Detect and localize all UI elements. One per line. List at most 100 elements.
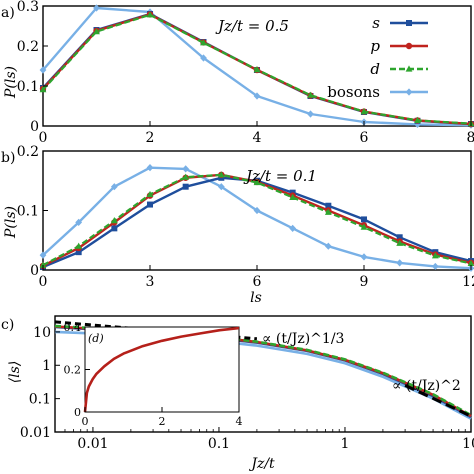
ref-line-label-1: ∝ (t/Jz)^1/3 [262,331,344,347]
data-point-a-bosons [253,92,261,100]
data-point-b-bosons [146,164,154,172]
data-point-a-bosons [39,66,47,74]
data-point-b-d [146,190,154,198]
panel-b-annotation: Jz/t = 0.1 [243,167,317,185]
data-point-b-d [253,178,261,186]
panel-c-tag: c) [1,317,14,333]
data-point-b-d [396,239,404,246]
data-point-a-d [253,66,261,73]
data-point-b-s [111,225,118,232]
x-tick-label: 6 [253,274,262,290]
data-point-b-s [361,216,367,223]
data-point-b-d [39,261,47,268]
x-tick-label: 10 [462,436,474,452]
legend-marker-bosons [405,88,413,96]
panel-b-ylabel: P(ls) [3,206,19,239]
data-point-a-d [307,91,314,98]
y-tick-label: 0 [30,119,39,135]
x-tick-label: 3 [146,274,155,290]
data-point-b-d [217,171,225,178]
ref-line-label-2: ∝ (t/Jz)^2 [392,378,461,394]
panel-a-ticks: 0 2 4 6 8 0 0.1 0.2 0.3 [17,0,474,146]
data-point-a-bosons [414,120,421,128]
panel-b: 0 3 6 9 12 0 0.1 0.2 b) P(ls) Jz/t = 0.1 ls [1,144,474,306]
x-tick-label: 2 [159,415,166,428]
x-tick-label: 9 [360,274,369,290]
x-tick-label: 0 [39,274,48,290]
x-tick-label: 8 [467,130,474,146]
x-tick-label: 4 [236,415,243,428]
y-tick-label: 0.2 [17,39,39,55]
data-point-b-s [147,201,153,208]
inset-d: 0 2 4 0 0.2 0.4 (d) [64,321,243,428]
inset-tag: (d) [88,332,104,345]
data-point-a-d [39,86,47,93]
data-point-a-d [93,28,100,35]
y-tick-label: 0.2 [17,144,39,160]
data-point-a-bosons [307,110,314,118]
legend: spd bosons [327,14,428,101]
x-tick-label: 2 [146,130,155,146]
panel-c-frame [54,315,472,433]
data-point-b-d [324,208,332,215]
data-point-b-d [467,259,474,267]
series-line-b-s [42,176,472,269]
panel-b-tag: b) [1,150,15,166]
x-tick-label: 4 [253,130,262,146]
panel-b-ticks: 0 3 6 9 12 0 0.1 0.2 [17,144,474,290]
inset-plot: 0 2 4 0 0.2 0.4 [64,321,243,428]
data-point-b-bosons [289,224,297,232]
data-point-b-d [289,193,297,201]
legend-marker-p [405,42,413,50]
legend-marker-s [406,20,412,26]
data-point-b-bosons [431,262,439,271]
data-point-b-d [75,242,83,249]
y-tick-label: 0 [30,263,39,279]
panel-a-tag: a) [1,5,15,21]
series-line-b-p [42,173,472,267]
data-point-b-bosons [253,206,261,215]
panel-b-plot [39,164,474,272]
data-point-a-d [360,108,368,115]
data-point-b-s [75,249,82,256]
panel-a-annotation: Jz/t = 0.5 [215,17,289,35]
panel-b-xlabel: ls [250,290,262,306]
inset-series-line [83,326,240,413]
x-tick-label: 0.01 [77,436,108,452]
data-point-a-bosons [200,54,207,62]
x-tick-label: 1 [341,436,350,452]
panel-a: 0 2 4 6 8 0 0.1 0.2 0.3 a) P(ls) Jz/t = 0.5 spdb… [1,0,474,146]
data-point-b-bosons [396,259,404,267]
panel-c-ylabel: ⟨ls⟩ [7,361,23,384]
x-tick-label: 0 [39,130,48,146]
legend-label-d: d [370,60,380,78]
series-line-b-d [42,173,472,267]
data-point-a-d [414,116,421,123]
data-point-b-d [182,173,190,180]
y-tick-label: 10 [33,325,51,341]
panel-a-ylabel: P(ls) [3,66,19,99]
x-tick-label: 0.1 [208,436,230,452]
y-tick-label: 0.01 [20,425,51,441]
y-tick-label: 0.1 [17,79,39,95]
legend-marker-d [405,65,413,72]
data-point-b-s [396,234,403,241]
data-point-b-d [431,252,439,259]
legend-label-bosons: bosons [327,83,380,101]
y-tick-label: 1 [42,358,51,374]
data-point-a-d [200,39,207,46]
data-point-a-d [146,11,154,18]
data-point-b-bosons [217,183,225,191]
x-tick-label: 12 [462,274,474,290]
data-point-b-s [182,183,189,190]
panel-c-ticks: 0.01 0.1 1 10 0.01 0.1 1 10 [20,325,474,452]
data-point-a-bosons [93,4,100,12]
data-point-b-d [110,217,118,224]
reference-line-2 [404,384,472,418]
legend-label-p: p [370,37,380,55]
data-point-b-bosons [360,253,368,261]
y-tick-label: 0.1 [17,203,39,219]
data-point-b-bosons [324,242,332,250]
x-tick-label: 6 [360,130,369,146]
